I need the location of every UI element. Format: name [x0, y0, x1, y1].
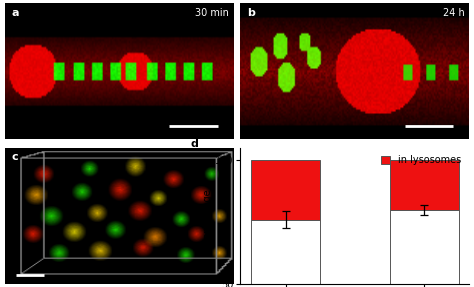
Text: a: a: [11, 8, 19, 18]
Text: c: c: [11, 152, 18, 162]
Y-axis label: percentage: percentage: [202, 188, 212, 244]
Text: b: b: [247, 8, 255, 18]
Bar: [390, 160, 459, 210]
Bar: [390, 210, 459, 284]
Bar: [251, 220, 320, 284]
Text: d: d: [190, 139, 198, 150]
Text: 30 min: 30 min: [195, 8, 229, 18]
Legend: in lysosomes: in lysosomes: [378, 152, 465, 168]
Text: 24 h: 24 h: [443, 8, 465, 18]
Bar: [251, 160, 320, 220]
